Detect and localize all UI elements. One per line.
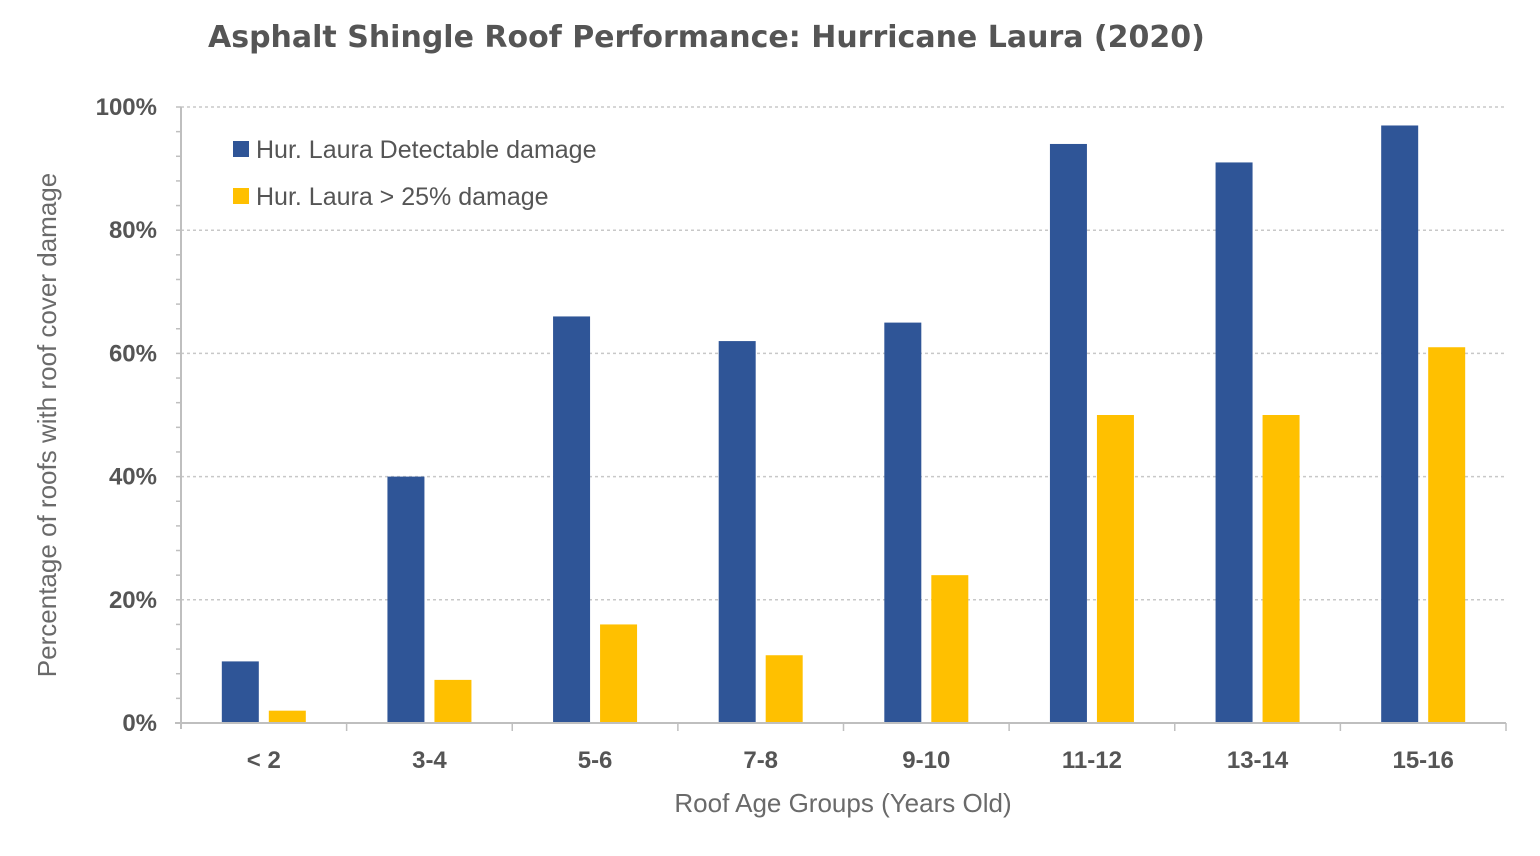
x-tick-label: < 2 <box>247 747 281 774</box>
bar-over-25pct-7 <box>1262 415 1300 723</box>
legend-swatch-detectable-damage <box>233 141 249 157</box>
bar-over-25pct-3 <box>600 624 638 723</box>
x-tick-label: 7-8 <box>743 747 778 774</box>
x-tick-label: 9-10 <box>902 747 950 774</box>
bars <box>221 125 1466 724</box>
axes <box>175 106 1507 731</box>
legend: Hur. Laura Detectable damage Hur. Laura … <box>233 136 597 211</box>
y-tick-label: 100% <box>96 94 157 121</box>
x-tick-label: 5-6 <box>578 747 613 774</box>
y-tick-label: 0% <box>122 710 157 737</box>
y-tick-label: 80% <box>109 217 157 244</box>
bar-detectable-2 <box>387 476 425 723</box>
x-axis-label: Roof Age Groups (Years Old) <box>674 788 1011 818</box>
bar-over-25pct-2 <box>434 679 472 723</box>
x-tick-label: 3-4 <box>412 747 447 774</box>
gridlines <box>181 106 1506 601</box>
legend-label-25pct-damage: Hur. Laura > 25% damage <box>256 183 549 211</box>
bar-detectable-1 <box>221 661 259 723</box>
bar-detectable-8 <box>1381 125 1419 724</box>
bar-detectable-5 <box>884 322 922 723</box>
legend-label-detectable-damage: Hur. Laura Detectable damage <box>256 136 597 164</box>
bar-over-25pct-6 <box>1096 415 1134 723</box>
bar-detectable-4 <box>718 341 756 723</box>
x-tick-label: 13-14 <box>1227 747 1289 774</box>
x-axis-ticks: < 2 3-4 5-6 7-8 9-10 11-12 13-14 15-16 <box>247 747 1454 774</box>
y-axis-label: Percentage of roofs with roof cover dama… <box>32 173 62 677</box>
y-tick-label: 20% <box>109 587 157 614</box>
y-axis-ticks: 0% 20% 40% 60% 80% 100% <box>96 94 157 737</box>
bar-over-25pct-1 <box>268 710 306 723</box>
bar-over-25pct-8 <box>1428 347 1466 723</box>
x-tick-label: 11-12 <box>1062 747 1122 774</box>
y-tick-label: 60% <box>109 340 157 367</box>
bar-detectable-3 <box>553 316 591 723</box>
bar-over-25pct-4 <box>765 655 803 723</box>
bar-detectable-7 <box>1215 162 1253 723</box>
bar-detectable-6 <box>1049 143 1087 723</box>
chart-title: Asphalt Shingle Roof Performance: Hurric… <box>208 20 1205 55</box>
legend-swatch-25pct-damage <box>233 188 249 204</box>
y-tick-label: 40% <box>109 464 157 491</box>
x-tick-label: 15-16 <box>1392 747 1453 774</box>
bar-over-25pct-5 <box>931 575 969 723</box>
